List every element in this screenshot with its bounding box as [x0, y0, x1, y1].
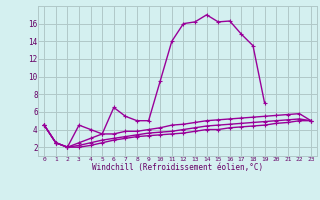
- X-axis label: Windchill (Refroidissement éolien,°C): Windchill (Refroidissement éolien,°C): [92, 163, 263, 172]
